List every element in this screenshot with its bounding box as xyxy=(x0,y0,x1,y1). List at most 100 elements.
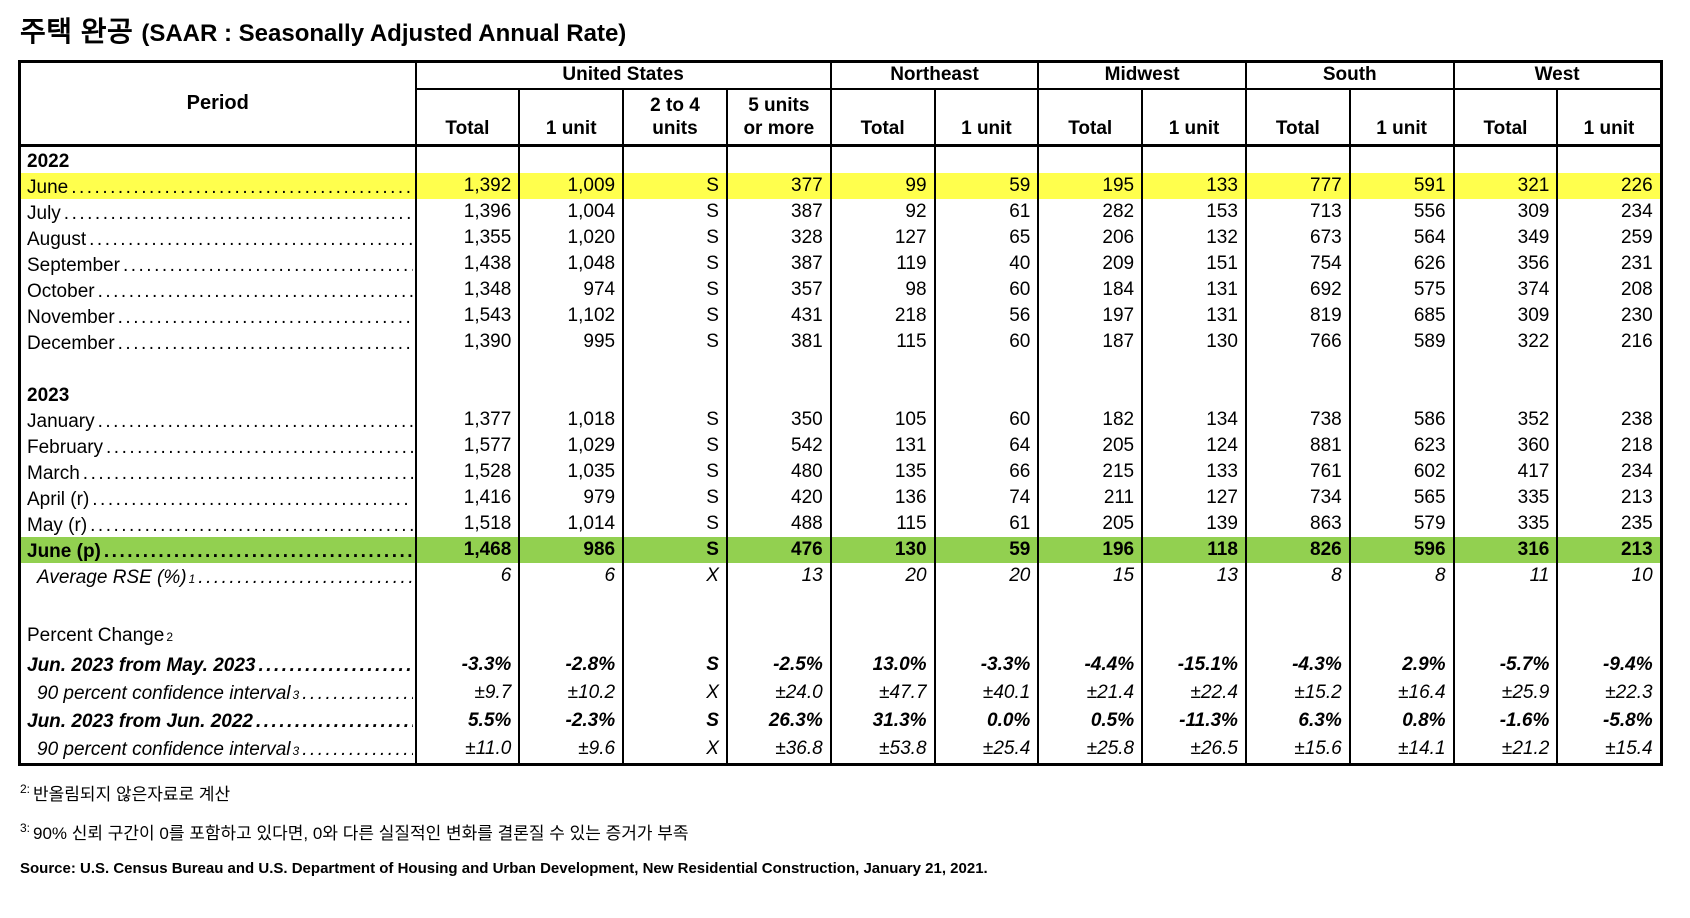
value-cell: 328 xyxy=(725,225,831,251)
value-cell: 881 xyxy=(1244,433,1350,459)
value-cell xyxy=(1348,589,1454,621)
value-cell xyxy=(1244,621,1350,651)
value-cell: X xyxy=(622,563,727,589)
value-cell: 564 xyxy=(1348,225,1454,251)
value-cell xyxy=(933,145,1039,173)
value-cell: 476 xyxy=(725,537,831,563)
value-cell xyxy=(829,355,935,381)
value-cell: 66 xyxy=(933,459,1039,485)
value-cell: 374 xyxy=(1452,277,1558,303)
value-cell: -3.3% xyxy=(414,651,520,679)
value-cell xyxy=(622,589,727,621)
value-cell: ±9.7 xyxy=(414,679,520,707)
row-label: November................................… xyxy=(21,303,415,329)
value-cell: 863 xyxy=(1244,511,1350,537)
row-label: December................................… xyxy=(21,329,415,355)
table-row-september: September...............................… xyxy=(20,251,1662,277)
value-cell: X xyxy=(622,679,727,707)
footnotes: 2: 반올림되지 않은자료로 계산 3: 90% 신뢰 구간이 0를 포함하고 있다… xyxy=(20,780,1690,877)
value-cell: 40 xyxy=(933,251,1039,277)
leader-dots: ........................................… xyxy=(103,541,413,562)
value-cell: 1,014 xyxy=(518,511,624,537)
value-cell: 1,009 xyxy=(518,173,624,199)
value-cell: 381 xyxy=(725,329,831,355)
value-cell: 602 xyxy=(1348,459,1454,485)
value-cell xyxy=(1556,355,1662,381)
value-cell: 98 xyxy=(829,277,935,303)
value-cell: ±16.4 xyxy=(1348,679,1454,707)
row-label: 90 percent confidence interval 3.........… xyxy=(37,683,413,704)
value-cell xyxy=(1452,621,1558,651)
value-cell: 1,416 xyxy=(414,485,520,511)
column-header-united-states-5-units-or-more: 5 units or more xyxy=(725,88,831,147)
value-cell xyxy=(414,145,520,173)
value-cell xyxy=(518,355,624,381)
value-cell: 1,577 xyxy=(414,433,520,459)
value-cell: 596 xyxy=(1348,537,1454,563)
value-cell: 1,020 xyxy=(518,225,624,251)
group-header-south: South xyxy=(1244,61,1454,90)
value-cell xyxy=(518,589,624,621)
value-cell: 335 xyxy=(1452,485,1558,511)
value-cell: 0.8% xyxy=(1348,707,1454,735)
row-label-text: March xyxy=(27,463,80,484)
value-cell: 13 xyxy=(725,563,831,589)
value-cell: 1,390 xyxy=(414,329,520,355)
value-cell: 118 xyxy=(1141,537,1246,563)
row-label-text: July xyxy=(27,203,61,224)
value-cell: -4.4% xyxy=(1037,651,1143,679)
row-label-text: April (r) xyxy=(27,489,90,510)
value-cell: 238 xyxy=(1556,407,1662,433)
row-label: February................................… xyxy=(21,433,415,459)
row-label-text: May (r) xyxy=(27,515,88,536)
value-cell xyxy=(1037,355,1143,381)
value-cell: 211 xyxy=(1037,485,1143,511)
value-cell: S xyxy=(622,251,727,277)
value-cell: 1,377 xyxy=(414,407,520,433)
value-cell: 1,518 xyxy=(414,511,520,537)
value-cell: 1,392 xyxy=(414,173,520,199)
value-cell xyxy=(1037,621,1143,651)
value-cell: -3.3% xyxy=(933,651,1039,679)
value-cell: 135 xyxy=(829,459,935,485)
value-cell: 713 xyxy=(1244,199,1350,225)
value-cell: 216 xyxy=(1556,329,1662,355)
value-cell xyxy=(518,621,624,651)
row-label: January.................................… xyxy=(21,407,415,433)
value-cell: 61 xyxy=(933,199,1039,225)
value-cell: 56 xyxy=(933,303,1039,329)
footnote-2: 2: 반올림되지 않은자료로 계산 xyxy=(20,780,1690,805)
value-cell: 11 xyxy=(1452,563,1558,589)
row-label-text: February xyxy=(27,437,104,458)
column-header-west-1-unit: 1 unit xyxy=(1556,88,1662,147)
value-cell: ±40.1 xyxy=(933,679,1039,707)
value-cell xyxy=(1452,381,1558,407)
value-cell: ±11.0 xyxy=(414,735,520,765)
value-cell: 209 xyxy=(1037,251,1143,277)
value-cell: 974 xyxy=(518,277,624,303)
value-cell: 134 xyxy=(1141,407,1246,433)
value-cell: X xyxy=(622,735,727,765)
leader-dots: ........................................… xyxy=(63,203,413,224)
row-label xyxy=(21,589,415,621)
value-cell: S xyxy=(622,433,727,459)
row-label-text: August xyxy=(27,229,87,250)
value-cell: 685 xyxy=(1348,303,1454,329)
value-cell xyxy=(1141,381,1246,407)
value-cell: 322 xyxy=(1452,329,1558,355)
value-cell: 1,543 xyxy=(414,303,520,329)
column-header-midwest-1-unit: 1 unit xyxy=(1141,88,1246,147)
value-cell: 377 xyxy=(725,173,831,199)
footnote-3: 3: 90% 신뢰 구간이 0를 포함하고 있다면, 0와 다른 실질적인 변화를… xyxy=(20,819,1690,844)
leader-dots: ........................................… xyxy=(258,655,413,676)
group-header-west: West xyxy=(1452,61,1662,90)
leader-dots: ........................................… xyxy=(117,333,413,354)
value-cell: S xyxy=(622,707,727,735)
value-cell: S xyxy=(622,651,727,679)
column-header-south-total: Total xyxy=(1244,88,1350,147)
value-cell: 826 xyxy=(1244,537,1350,563)
row-label-text: Jun. 2023 from Jun. 2022 xyxy=(27,711,253,732)
value-cell: 196 xyxy=(1037,537,1143,563)
value-cell: 387 xyxy=(725,251,831,277)
value-cell xyxy=(1244,355,1350,381)
